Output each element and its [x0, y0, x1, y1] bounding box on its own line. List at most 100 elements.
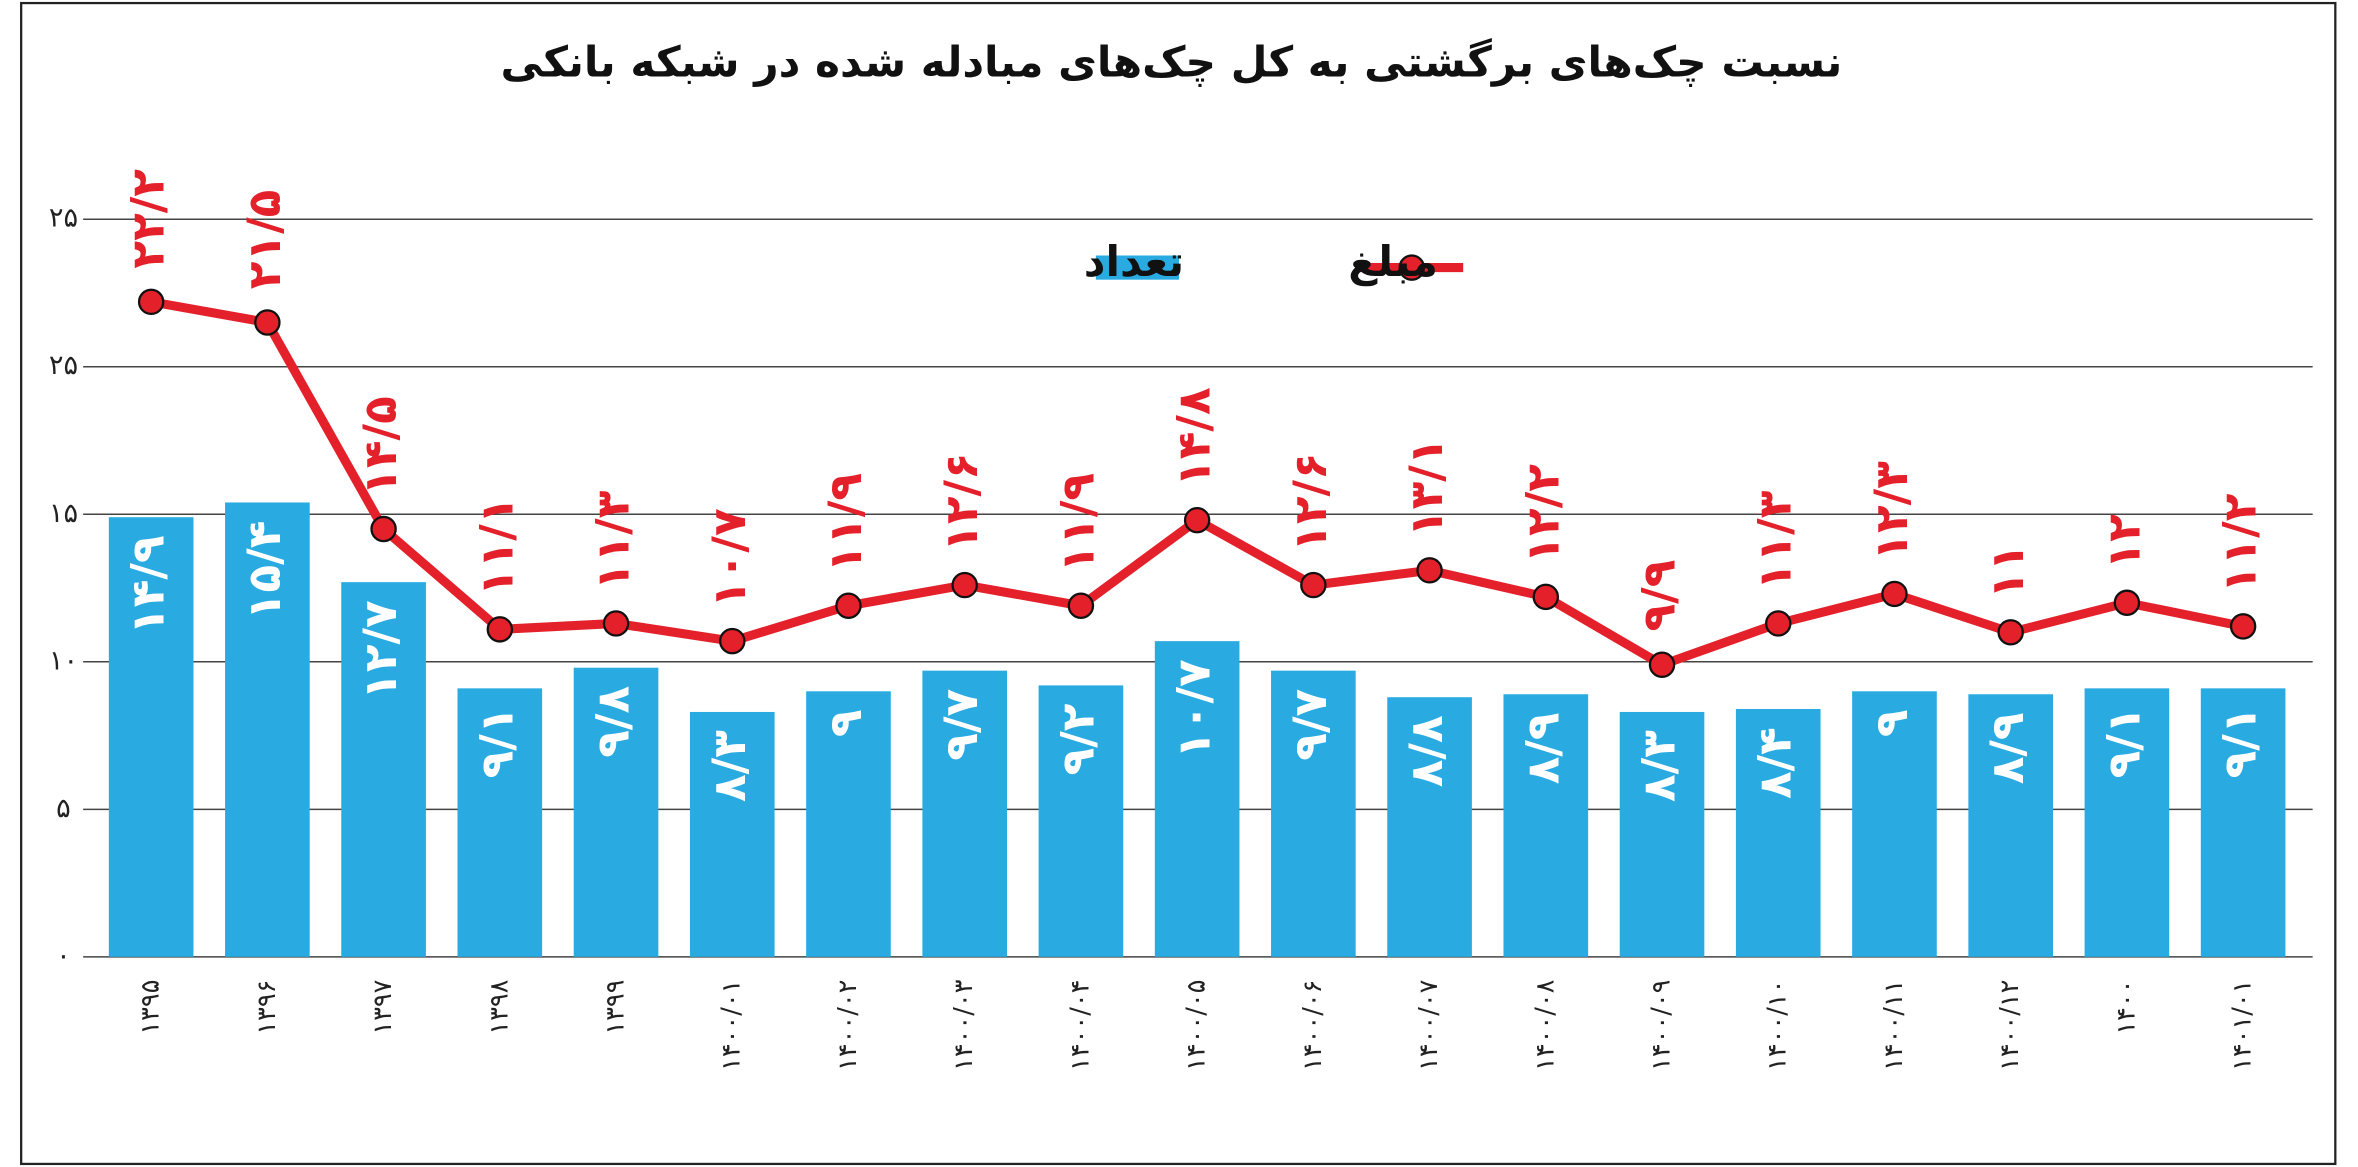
- x-tick-label: ۱۴۰۰: [2111, 980, 2141, 1035]
- bar-value-label: ۸/۸: [1400, 715, 1453, 787]
- line-value-label: ۱۱: [1981, 544, 2034, 599]
- x-tick-label: ۱۴۰۰/۱۲: [1995, 980, 2025, 1071]
- line-point: [1183, 506, 1211, 534]
- x-tick-label: ۱۴۰۰/۱۱: [1879, 980, 1909, 1071]
- line-value-label: ۱۲/۲: [1516, 464, 1569, 564]
- bar-value-label: ۹/۷: [1284, 689, 1337, 761]
- bar: [1619, 711, 1705, 957]
- bar: [922, 670, 1008, 957]
- line-value-label: ۱۱/۹: [819, 473, 872, 573]
- legend-label: تعداد: [1084, 237, 1184, 286]
- y-tick-label: ۲۵: [49, 350, 78, 381]
- line-value-label: ۱۲: [2097, 514, 2150, 570]
- x-tick-label: ۱۴۰۰/۰۳: [949, 979, 979, 1071]
- x-tick-label: ۱۴۰۰/۰۶: [1298, 980, 1328, 1071]
- bar-value-label: ۹/۷: [935, 689, 988, 761]
- x-tick-label: ۱۴۰۰/۰۴: [1065, 980, 1095, 1071]
- bar: [1968, 694, 2054, 957]
- bar-value-label: ۹/۱: [470, 706, 523, 778]
- line-point: [1997, 619, 2024, 646]
- line-point: [2113, 589, 2141, 617]
- line-value-label: ۱۴/۸: [1168, 387, 1221, 487]
- bar-value-label: ۸/۳: [1633, 730, 1686, 802]
- bar: [457, 688, 543, 957]
- bar-value-label: ۸/۴: [1749, 727, 1802, 799]
- line-point: [1648, 651, 1676, 678]
- line-point: [486, 616, 514, 643]
- bar-value-label: ۸/۹: [1981, 712, 2034, 784]
- bar-value-label: ۹/۱: [2214, 706, 2267, 778]
- chart-title: نسبت چک‌های برگشتی به کل چک‌های مبادله ش…: [501, 38, 1843, 88]
- bar: [341, 582, 426, 957]
- line-point: [1416, 557, 1443, 584]
- x-tick-label: ۱۳۹۹: [601, 980, 631, 1035]
- line-point: [137, 288, 165, 316]
- legend-label: مبلغ: [1348, 237, 1438, 287]
- bar: [2200, 688, 2286, 957]
- line-value-label: ۱۴/۵: [354, 396, 407, 496]
- line-point: [719, 627, 746, 655]
- line-value-label: ۱۱/۳: [587, 490, 640, 590]
- line-point: [1067, 592, 1095, 619]
- bar: [1038, 685, 1124, 957]
- bar-value-label: ۱۰/۷: [1168, 659, 1221, 759]
- bar-value-label: ۱۴/۹: [122, 535, 175, 635]
- line-point: [1532, 583, 1560, 611]
- bar: [806, 691, 891, 957]
- y-tick-label: ۰: [56, 940, 71, 971]
- line-point: [2229, 613, 2257, 640]
- line-value-label: ۱۲/۶: [1284, 452, 1337, 552]
- x-tick-label: ۱۴۰۰/۰۲: [833, 980, 863, 1071]
- line-point: [1300, 571, 1327, 599]
- bar-value-label: ۹: [819, 709, 872, 737]
- line-point: [835, 592, 862, 619]
- line-point: [951, 571, 978, 599]
- y-tick-label: ۱۵: [49, 498, 78, 529]
- line-value-label: ۲۱/۵: [238, 190, 291, 290]
- line-point: [602, 610, 630, 637]
- line-value-label: ۲۲/۲: [122, 169, 175, 269]
- x-tick-label: ۱۳۹۵: [136, 980, 166, 1035]
- bar: [573, 667, 659, 957]
- bar-value-label: ۸/۹: [1516, 712, 1569, 784]
- bar: [1503, 694, 1589, 957]
- x-tick-label: ۱۴۰۰/۰۹: [1647, 980, 1677, 1071]
- line-value-label: ۱۳/۱: [1400, 438, 1453, 538]
- bar-value-label: ۹: [1865, 709, 1918, 737]
- x-tick-label: ۱۴۰۰/۰۸: [1530, 979, 1560, 1071]
- x-tick-label: ۱۴۰۱/۰۱: [2228, 980, 2258, 1071]
- bar: [1271, 670, 1356, 957]
- legend-swatch: [1095, 255, 1179, 280]
- bar-value-label: ۱۲/۷: [354, 600, 407, 700]
- legend-swatch: [1398, 254, 1426, 281]
- bar: [2084, 688, 2170, 957]
- x-tick-label: ۱۴۰۰/۰۱: [717, 980, 747, 1071]
- x-tick-label: ۱۳۹۸: [484, 979, 514, 1034]
- bar: [225, 502, 310, 957]
- bar-value-label: ۹/۸: [587, 686, 640, 758]
- bar: [1852, 691, 1937, 957]
- line-value-label: ۱۰/۷: [703, 508, 756, 608]
- bar-value-label: ۱۵/۴: [238, 521, 291, 621]
- line-value-label: ۱۱/۳: [1749, 490, 1802, 590]
- bar: [1735, 709, 1821, 957]
- y-tick-label: ۲۵: [49, 203, 78, 234]
- line-point: [1881, 580, 1908, 608]
- bar: [108, 517, 194, 957]
- y-tick-label: ۵: [56, 793, 71, 824]
- line-value-label: ۱۲/۶: [935, 452, 988, 552]
- x-tick-label: ۱۴۰۰/۰۷: [1414, 979, 1444, 1071]
- x-tick-label: ۱۴۰۰/۱۰: [1763, 980, 1793, 1071]
- line-point: [254, 309, 281, 336]
- x-tick-label: ۱۳۹۷: [368, 979, 398, 1034]
- y-tick-label: ۱۰: [49, 645, 78, 676]
- line-value-label: ۹/۹: [1633, 560, 1686, 632]
- x-tick-label: ۱۳۹۶: [252, 980, 282, 1035]
- line-point: [370, 515, 397, 543]
- bar-value-label: ۹/۲: [1051, 703, 1104, 775]
- line-point: [1765, 610, 1792, 637]
- bar-value-label: ۸/۳: [703, 730, 756, 802]
- bar: [1387, 697, 1472, 957]
- x-tick-label: ۱۴۰۰/۰۵: [1182, 980, 1212, 1071]
